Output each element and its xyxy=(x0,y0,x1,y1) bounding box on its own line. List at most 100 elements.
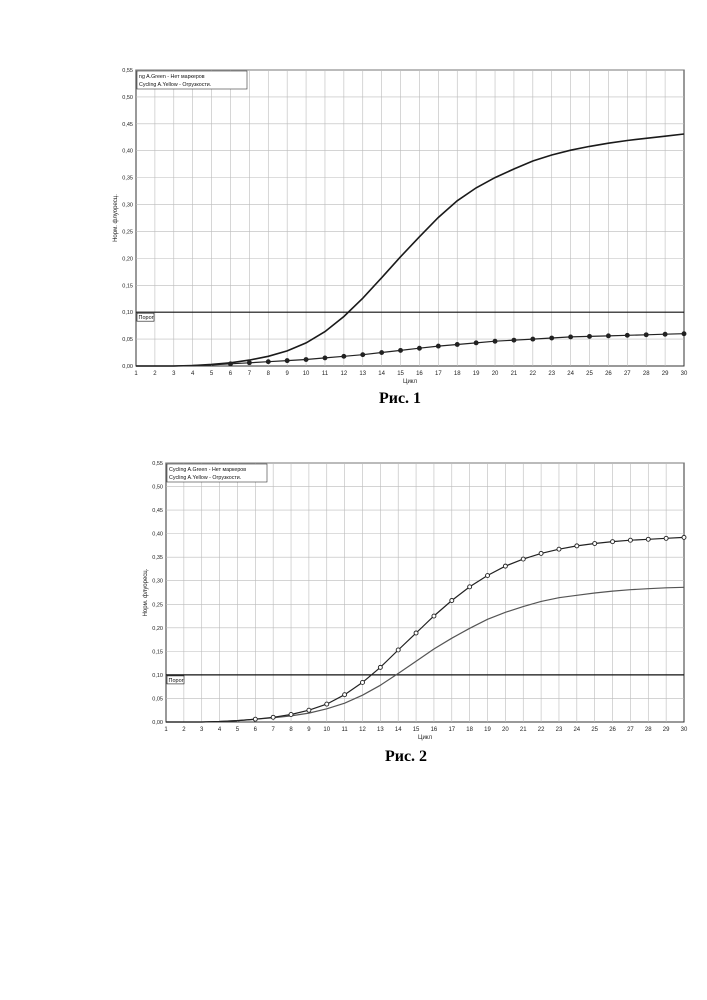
data-point xyxy=(455,342,459,346)
x-tick-label: 20 xyxy=(502,727,509,733)
data-point xyxy=(289,712,293,716)
data-point xyxy=(664,536,668,540)
data-point xyxy=(550,336,554,340)
x-tick-label: 19 xyxy=(473,371,480,377)
data-point xyxy=(342,354,346,358)
data-point xyxy=(646,537,650,541)
x-tick-label: 12 xyxy=(359,727,366,733)
x-tick-label: 28 xyxy=(645,727,652,733)
y-tick-label: 0,00 xyxy=(152,720,163,726)
x-tick-label: 18 xyxy=(454,371,461,377)
y-tick-label: 0,20 xyxy=(152,626,163,632)
data-point xyxy=(432,614,436,618)
data-point xyxy=(468,585,472,589)
x-tick-label: 25 xyxy=(591,727,598,733)
x-tick-label: 17 xyxy=(435,371,442,377)
plot-area xyxy=(136,70,684,366)
data-point xyxy=(493,339,497,343)
x-tick-label: 26 xyxy=(609,727,616,733)
x-tick-label: 25 xyxy=(586,371,593,377)
y-tick-label: 0,00 xyxy=(122,364,133,370)
y-tick-label: 0,25 xyxy=(122,229,133,235)
x-tick-label: 9 xyxy=(286,371,290,377)
x-tick-label: 13 xyxy=(377,727,384,733)
y-tick-label: 0,30 xyxy=(152,579,163,585)
data-point xyxy=(271,715,275,719)
data-point xyxy=(228,362,232,366)
x-tick-label: 3 xyxy=(200,727,204,733)
x-tick-label: 2 xyxy=(182,727,186,733)
legend-entry-2: Cycling A.Yellow - Огрузкости. xyxy=(169,475,241,481)
x-tick-label: 18 xyxy=(466,727,473,733)
x-tick-label: 28 xyxy=(643,371,650,377)
x-tick-label: 9 xyxy=(307,727,311,733)
y-tick-label: 0,50 xyxy=(152,485,163,491)
x-tick-label: 26 xyxy=(605,371,612,377)
data-point xyxy=(304,358,308,362)
x-tick-label: 15 xyxy=(413,727,420,733)
x-tick-label: 16 xyxy=(416,371,423,377)
x-tick-label: 27 xyxy=(624,371,631,377)
x-tick-label: 30 xyxy=(681,371,688,377)
y-tick-label: 0,50 xyxy=(122,95,133,101)
y-tick-label: 0,35 xyxy=(122,176,133,182)
data-point xyxy=(625,333,629,337)
x-tick-label: 19 xyxy=(484,727,491,733)
x-tick-label: 4 xyxy=(191,371,195,377)
data-point xyxy=(575,544,579,548)
figure-1-caption: Рис. 1 xyxy=(340,390,460,408)
data-point xyxy=(343,693,347,697)
data-point xyxy=(325,702,329,706)
data-point xyxy=(285,359,289,363)
y-tick-label: 0,10 xyxy=(152,673,163,679)
data-point xyxy=(606,334,610,338)
x-tick-label: 6 xyxy=(229,371,233,377)
y-tick-label: 0,45 xyxy=(152,508,163,514)
data-point xyxy=(588,334,592,338)
data-point xyxy=(266,360,270,364)
x-tick-label: 29 xyxy=(662,371,669,377)
y-tick-label: 0,35 xyxy=(152,555,163,561)
threshold-label: Порог xyxy=(139,315,154,321)
x-tick-label: 22 xyxy=(529,371,536,377)
data-point xyxy=(378,665,382,669)
y-tick-label: 0,20 xyxy=(122,256,133,262)
x-tick-label: 21 xyxy=(520,727,527,733)
y-tick-label: 0,05 xyxy=(122,337,133,343)
x-tick-label: 23 xyxy=(556,727,563,733)
x-tick-label: 12 xyxy=(341,371,348,377)
y-tick-label: 0,25 xyxy=(152,602,163,608)
x-tick-label: 5 xyxy=(236,727,240,733)
data-point xyxy=(307,708,311,712)
x-tick-label: 8 xyxy=(267,371,271,377)
y-tick-label: 0,40 xyxy=(122,149,133,155)
data-point xyxy=(247,361,251,365)
y-tick-label: 0,05 xyxy=(152,696,163,702)
x-tick-label: 14 xyxy=(395,727,402,733)
x-tick-label: 8 xyxy=(289,727,293,733)
x-tick-label: 21 xyxy=(511,371,518,377)
y-tick-label: 0,40 xyxy=(152,532,163,538)
data-point xyxy=(644,333,648,337)
legend-entry-1: ng A.Green - Нет маркеров xyxy=(139,74,205,80)
threshold-label: Порог xyxy=(169,678,184,684)
x-tick-label: 27 xyxy=(627,727,634,733)
x-tick-label: 20 xyxy=(492,371,499,377)
data-point xyxy=(569,335,573,339)
x-tick-label: 1 xyxy=(164,727,168,733)
data-point xyxy=(436,344,440,348)
data-point xyxy=(450,599,454,603)
data-point xyxy=(360,680,364,684)
data-point xyxy=(253,717,257,721)
x-tick-label: 17 xyxy=(448,727,455,733)
data-point xyxy=(361,353,365,357)
x-tick-label: 10 xyxy=(303,371,310,377)
data-point xyxy=(503,564,507,568)
x-tick-label: 16 xyxy=(431,727,438,733)
data-point xyxy=(593,542,597,546)
y-tick-label: 0,30 xyxy=(122,203,133,209)
x-tick-label: 5 xyxy=(210,371,214,377)
chart-1-svg: 1234567891011121314151617181920212223242… xyxy=(110,64,690,384)
x-tick-label: 6 xyxy=(254,727,258,733)
x-tick-label: 3 xyxy=(172,371,176,377)
